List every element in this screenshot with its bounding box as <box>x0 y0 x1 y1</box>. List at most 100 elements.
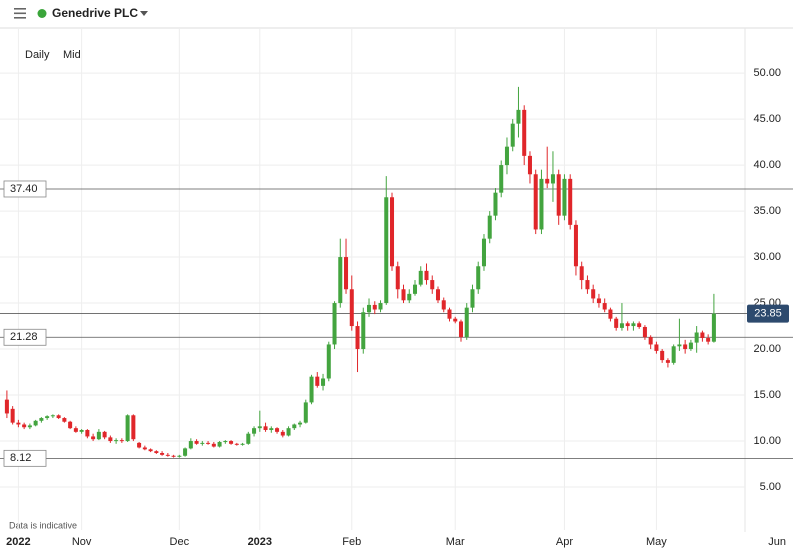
candle-body <box>309 376 314 403</box>
candle-body <box>654 344 659 351</box>
x-tick-label: Nov <box>72 536 92 548</box>
candle-body <box>390 197 395 267</box>
candle-body <box>476 266 481 290</box>
x-tick-label: May <box>646 536 667 548</box>
instrument-name[interactable]: Genedrive PLC <box>52 6 138 20</box>
candle-body <box>677 344 682 347</box>
candle-body <box>252 428 257 434</box>
candle-body <box>694 332 699 343</box>
candle-body <box>148 449 153 452</box>
candle-body <box>648 337 653 345</box>
candle-body <box>315 376 320 386</box>
candle-body <box>619 323 624 328</box>
candle-body <box>412 284 418 294</box>
level-box <box>3 180 47 198</box>
interval-label[interactable]: Daily <box>25 49 50 61</box>
header-bar <box>0 0 793 28</box>
candle-body <box>418 270 423 285</box>
candle-body <box>56 415 61 419</box>
candle-body <box>257 426 262 429</box>
candle-body <box>355 326 360 350</box>
candle-body <box>246 433 251 444</box>
candle-body <box>424 270 429 281</box>
candle-body <box>206 442 211 444</box>
y-tick-label: 15.00 <box>753 389 781 401</box>
candle-body <box>68 421 73 429</box>
candle-body <box>401 289 406 301</box>
candle-body <box>487 215 492 239</box>
candle-body <box>470 289 475 308</box>
candle-body <box>384 197 389 304</box>
status-dot <box>37 9 47 18</box>
candle-body <box>642 326 647 338</box>
candle-body <box>114 440 119 442</box>
candle-body <box>160 453 165 455</box>
y-tick-label: 50.00 <box>753 67 781 79</box>
candle-body <box>188 441 193 449</box>
candle-body <box>119 440 124 442</box>
candle-body <box>4 399 9 414</box>
price-type-label[interactable]: Mid <box>63 49 81 61</box>
x-tick-label: 2022 <box>6 536 30 548</box>
candle-body <box>550 174 555 184</box>
candle-body <box>504 146 509 166</box>
candle-body <box>292 424 297 429</box>
x-tick-label: Jun <box>768 536 786 548</box>
candle-body <box>45 416 50 419</box>
menu-icon[interactable] <box>14 8 26 19</box>
note: Data is indicative <box>9 520 77 530</box>
candle-body <box>430 280 435 290</box>
candle-body <box>596 298 601 304</box>
candle-body <box>447 309 452 319</box>
candle-body <box>539 178 544 230</box>
candle-body <box>171 455 176 457</box>
candle-body <box>200 442 205 444</box>
candle-body <box>671 346 676 363</box>
candle-body <box>637 323 642 327</box>
candle-body <box>631 323 636 327</box>
candle-body <box>665 360 670 363</box>
candle-body <box>303 402 308 423</box>
candle-body <box>481 238 486 267</box>
candles <box>4 86 716 458</box>
candle-body <box>10 408 15 423</box>
candle-body <box>33 420 38 426</box>
y-tick-label: 40.00 <box>753 159 781 171</box>
candle-body <box>338 257 343 304</box>
candle-body <box>183 448 188 456</box>
candle-body <box>223 441 228 443</box>
candle-body <box>22 424 27 428</box>
x-tick-label: Feb <box>342 536 361 548</box>
candle-body <box>269 428 274 431</box>
candle-body <box>533 174 538 230</box>
candle-body <box>499 165 504 193</box>
level-box <box>3 449 47 467</box>
last-price-label: 23.85 <box>754 308 782 320</box>
dropdown-caret[interactable] <box>140 11 148 16</box>
x-tick-label: Apr <box>556 536 573 548</box>
candle-body <box>458 321 463 338</box>
candle-body <box>378 303 383 310</box>
candle-body <box>435 289 441 301</box>
y-tick-label: 30.00 <box>753 251 781 263</box>
candle-body <box>711 313 716 342</box>
candle-body <box>165 454 170 456</box>
candle-body <box>372 304 377 310</box>
candle-body <box>407 293 412 301</box>
candle-body <box>706 338 711 342</box>
candle-body <box>321 378 326 386</box>
candle-body <box>568 178 573 225</box>
candle-body <box>683 344 688 350</box>
candle-body <box>441 300 446 310</box>
level-label: 21.28 <box>10 331 38 343</box>
candle-body <box>493 192 498 216</box>
candle-body <box>229 441 234 444</box>
y-tick-label: 10.00 <box>753 435 781 447</box>
y-tick-label: 35.00 <box>753 205 781 217</box>
candle-body <box>96 431 101 440</box>
candle-body <box>361 312 366 350</box>
candle-body <box>131 415 136 440</box>
candle-body <box>27 425 32 428</box>
candle-body <box>344 257 349 290</box>
